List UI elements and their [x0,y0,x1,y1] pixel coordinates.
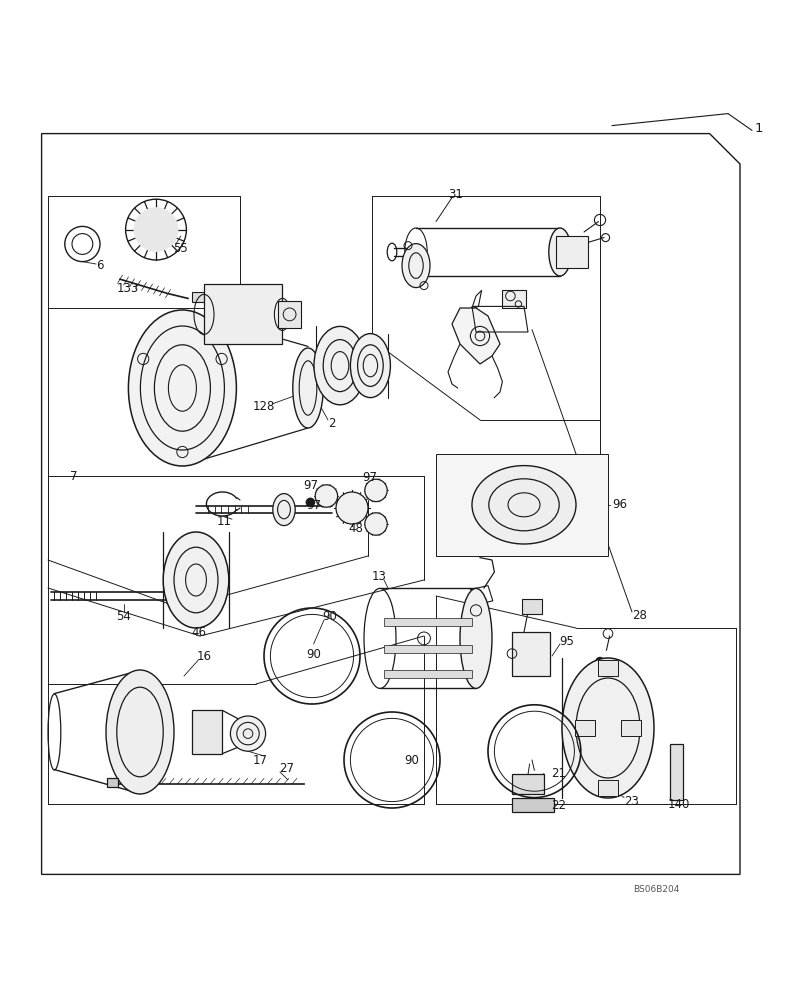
Circle shape [336,492,368,524]
Circle shape [306,498,315,507]
Text: 16: 16 [197,650,211,662]
Circle shape [134,207,178,252]
Circle shape [230,716,266,751]
Text: 48: 48 [349,522,363,534]
Ellipse shape [106,670,174,794]
Bar [192,710,222,754]
Bar [512,798,554,812]
Bar [512,774,544,794]
Text: 128: 128 [253,400,275,413]
Text: 1: 1 [754,122,762,135]
Text: 6: 6 [96,259,104,272]
Text: 13: 13 [372,570,386,582]
Ellipse shape [562,658,654,798]
Bar [556,236,588,268]
Bar [384,618,472,626]
Bar [107,778,118,787]
Circle shape [365,479,387,502]
Ellipse shape [314,326,366,405]
Text: 31: 31 [449,188,463,201]
Bar [384,670,472,678]
Circle shape [365,513,387,535]
Bar [192,292,206,302]
Text: 27: 27 [279,762,294,774]
Text: 55: 55 [174,241,188,254]
Text: 90: 90 [404,754,418,766]
Text: 46: 46 [191,626,206,639]
Ellipse shape [350,334,390,398]
Text: 7: 7 [70,470,78,483]
Text: 22: 22 [551,799,566,812]
Text: 2: 2 [328,417,336,430]
Ellipse shape [549,228,571,276]
Text: 21: 21 [551,767,566,780]
Text: 28: 28 [633,609,647,622]
Ellipse shape [472,466,576,544]
Text: 90: 90 [306,648,321,661]
Text: BS06B204: BS06B204 [633,885,679,894]
Bar [512,632,550,676]
Text: 133: 133 [117,282,139,294]
Text: 90: 90 [322,609,337,622]
Text: 140: 140 [667,798,690,810]
Bar [598,780,618,796]
Text: 97: 97 [362,471,377,484]
Circle shape [595,657,605,666]
Bar [575,720,594,736]
Text: 97: 97 [303,479,318,492]
Bar [502,290,526,308]
Bar [598,660,618,676]
Text: 97: 97 [306,499,321,512]
Text: 54: 54 [117,609,131,622]
Bar [278,301,301,328]
Text: 95: 95 [559,635,574,648]
Ellipse shape [402,244,430,288]
Ellipse shape [273,494,295,526]
Ellipse shape [293,348,323,428]
Circle shape [315,485,338,507]
Text: 17: 17 [253,754,267,766]
Bar [384,645,472,653]
Polygon shape [436,454,608,556]
Bar [622,720,641,736]
Bar [522,599,542,614]
Ellipse shape [460,588,492,688]
Bar [204,284,282,344]
Bar [670,744,683,800]
Text: 11: 11 [217,515,231,528]
Ellipse shape [128,310,237,466]
Text: 23: 23 [625,795,639,808]
Polygon shape [452,308,500,364]
Text: 96: 96 [613,498,627,511]
Ellipse shape [163,532,229,628]
